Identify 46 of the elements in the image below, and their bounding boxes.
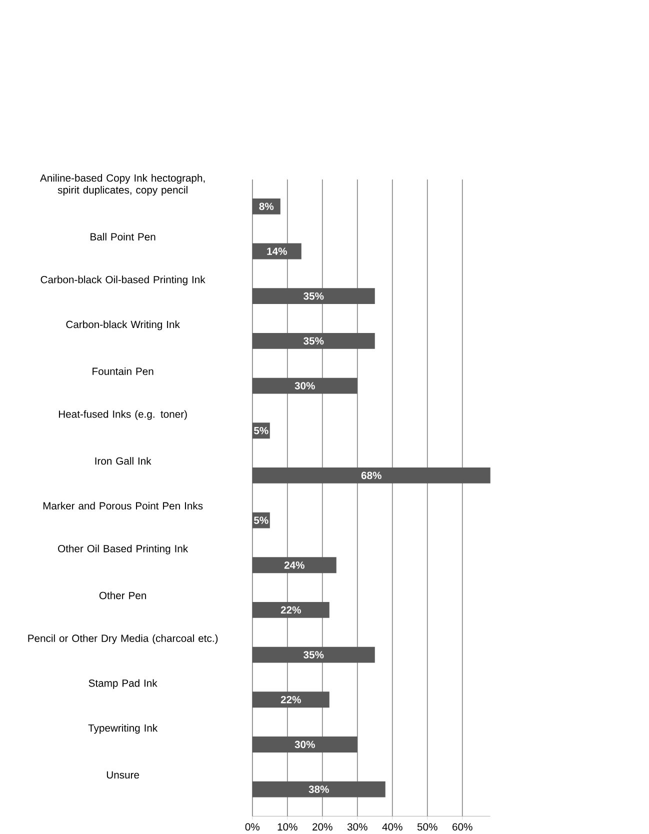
data-label: 8% [259, 202, 274, 210]
bar [252, 557, 337, 574]
data-label: 38% [308, 786, 330, 793]
y-tick-label: Carbon-black Writing Ink [66, 320, 180, 330]
x-tick-label: 0% [245, 823, 260, 831]
y-tick-label: Ball Point Pen [90, 232, 156, 240]
data-label: 30% [294, 740, 316, 748]
data-label: 35% [304, 292, 324, 300]
y-tick-label: Unsure [107, 771, 140, 779]
y-tick-label: Other Oil Based Printing Ink [58, 544, 188, 554]
data-label: 35% [304, 651, 324, 658]
data-label: 14% [267, 248, 288, 255]
bar [252, 781, 386, 798]
data-label: 24% [284, 561, 305, 569]
x-tick-label: 10% [278, 823, 298, 831]
x-tick-label: 60% [452, 823, 473, 831]
bar [252, 602, 330, 618]
bar [252, 288, 376, 304]
bar [252, 692, 330, 708]
y-tick-label: Iron Gall Ink [95, 457, 152, 465]
bar [252, 646, 376, 663]
x-tick-label: 50% [418, 823, 438, 831]
x-tick-label: 40% [382, 823, 403, 831]
y-tick-label: Fountain Pen [92, 367, 154, 375]
x-tick-label: 30% [348, 823, 368, 831]
y-tick-label: Typewriting Ink [88, 724, 158, 734]
data-label: 68% [362, 472, 382, 480]
y-tick-label: Stamp Pad Ink [88, 679, 158, 689]
y-tick-label: Marker and Porous Point Pen Inks [44, 502, 203, 510]
data-label: 5% [254, 516, 268, 524]
y-tick-label: Heat-fused Inks (e.g. toner) [59, 410, 188, 420]
data-label: 22% [281, 606, 302, 614]
bar [252, 736, 358, 752]
y-tick-label: Pencil or Other Dry Media (charcoal etc.) [28, 634, 218, 644]
bar [252, 467, 491, 484]
data-label: 30% [294, 382, 316, 390]
y-tick-label: Other Pen [100, 592, 146, 600]
data-label: 5% [254, 426, 268, 434]
data-label: 35% [304, 337, 324, 345]
data-label: 22% [281, 696, 302, 704]
bar [252, 378, 358, 394]
bar [252, 332, 376, 349]
bar [252, 198, 281, 214]
y-tick-label: Aniline-based Copy Ink hectograph, spirit duplicates, copy pencil [40, 174, 205, 196]
x-tick-label: 20% [312, 823, 333, 831]
y-tick-label: Carbon-black Oil-based Printing Ink [40, 276, 206, 286]
